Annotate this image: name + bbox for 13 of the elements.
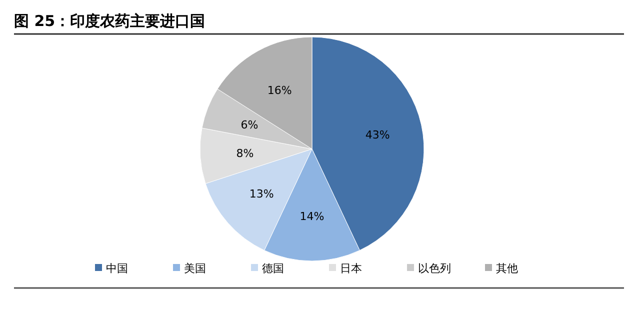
data-label: 14% <box>300 210 324 224</box>
legend-label: 中国 <box>106 262 128 275</box>
legend-label: 其他 <box>496 262 518 275</box>
data-label: 16% <box>267 84 292 98</box>
data-label: 13% <box>249 187 274 200</box>
data-label: 8% <box>236 147 254 160</box>
legend-label: 日本 <box>340 262 362 275</box>
legend-label: 美国 <box>184 262 206 275</box>
data-label: 43% <box>365 128 390 142</box>
legend-label: 德国 <box>262 262 284 275</box>
data-label: 6% <box>240 118 258 132</box>
legend-label: 以色列 <box>418 262 451 275</box>
chart-title: 图 25：印度农药主要进口国 <box>14 12 206 30</box>
